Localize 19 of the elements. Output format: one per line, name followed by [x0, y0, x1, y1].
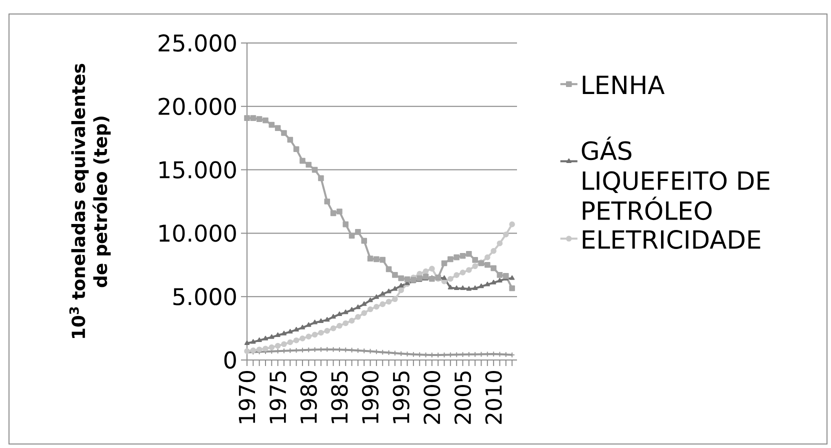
x-tick-label: 2010	[485, 371, 502, 424]
x-tick-label: 1995	[392, 371, 410, 424]
y-tick-label: 10.000	[160, 224, 236, 242]
y-tick-label: 20.000	[158, 98, 236, 116]
y-axis-title: 10$^{3}$ toneladas equivalentes de petróleo (tep)	[69, 64, 111, 338]
legend-label: GÁS LIQUEFEITO DE PETRÓLEO	[582, 136, 770, 220]
x-tick-label: 1990	[362, 371, 379, 424]
x-tick-label: 1970	[238, 371, 256, 424]
legend-label: LENHA	[582, 76, 665, 94]
legend-label: ELETRICIDADE	[582, 230, 760, 249]
x-tick-label: 1975	[270, 371, 286, 424]
y-tick-label: 25.000	[158, 34, 236, 52]
x-tick-label: 1980	[300, 371, 317, 424]
x-tick-label: 1985	[331, 371, 348, 424]
y-tick-label: 0	[224, 351, 236, 369]
y-tick-label: 5.000	[173, 288, 236, 306]
y-tick-label: 15.000	[160, 161, 236, 179]
x-tick-label: 2000	[424, 371, 440, 424]
x-tick-label: 2005	[454, 371, 472, 424]
